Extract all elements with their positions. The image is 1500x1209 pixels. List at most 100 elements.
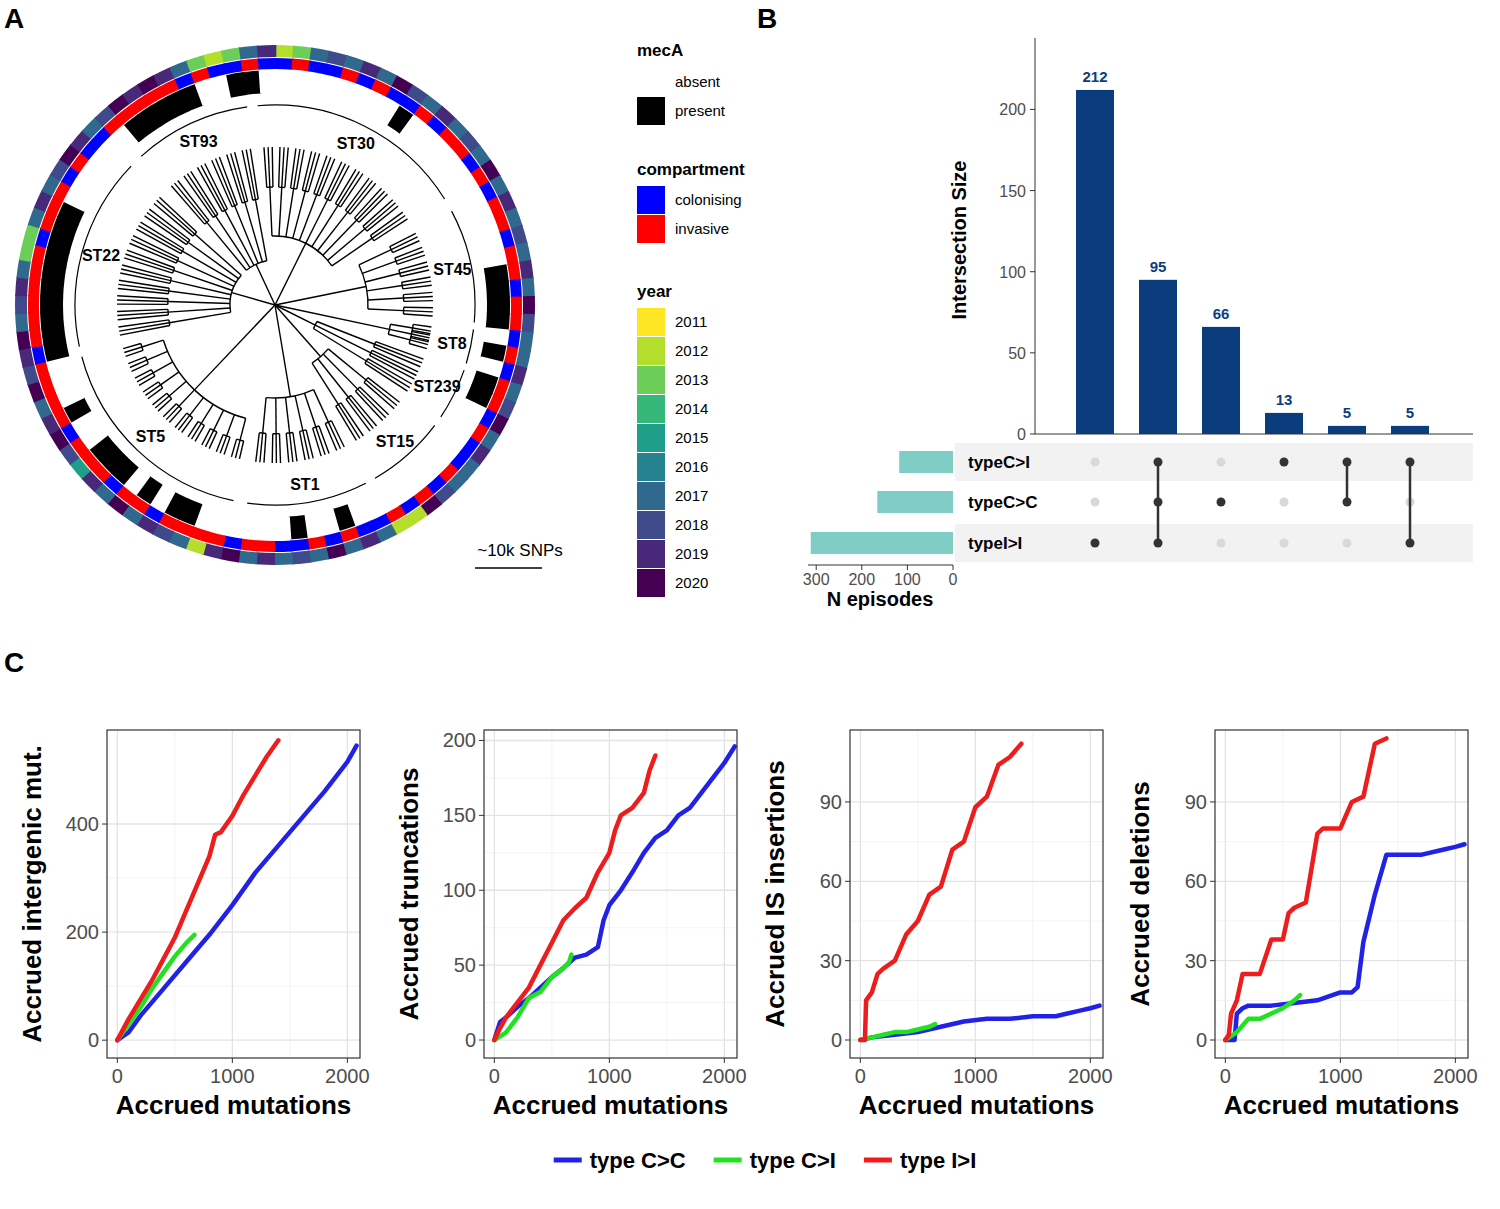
- tip: [153, 393, 167, 405]
- branch: [168, 308, 230, 312]
- tip: [117, 300, 168, 302]
- tip: [231, 153, 245, 202]
- clade-label: ST1: [290, 476, 319, 493]
- tip: [300, 431, 306, 460]
- set-bar: [811, 532, 953, 554]
- ring-segment: [19, 347, 35, 368]
- tip: [272, 434, 274, 463]
- tip: [239, 441, 243, 459]
- set-tick-label: 0: [949, 571, 958, 588]
- tip: [117, 303, 168, 305]
- bars: [1076, 90, 1429, 434]
- legend-swatch: [637, 540, 665, 568]
- y-tick-label: 90: [1185, 791, 1207, 813]
- tip: [297, 150, 304, 189]
- tree-panel: [15, 45, 535, 565]
- y-tick-label: 100: [443, 879, 476, 901]
- y-tick-label: 150: [999, 183, 1026, 200]
- tip: [175, 413, 187, 427]
- bar: [1139, 280, 1177, 434]
- tip: [314, 156, 327, 194]
- series-line: [860, 1024, 935, 1040]
- branch: [275, 398, 277, 434]
- series-line: [860, 1006, 1099, 1040]
- plot-background: [1215, 730, 1468, 1058]
- ring-segment: [516, 242, 532, 263]
- matrix-dot-empty: [1280, 498, 1289, 507]
- legend: type C>Ctype C>Itype I>I: [554, 1148, 977, 1173]
- ring-segment: [221, 47, 242, 62]
- ring-segment: [16, 330, 30, 351]
- clade-label: ST239: [413, 378, 460, 395]
- branch: [362, 261, 396, 273]
- set-label: typeC>C: [968, 493, 1037, 512]
- x-tick-label: 2000: [1433, 1065, 1478, 1087]
- branch: [240, 418, 246, 440]
- y-tick: [102, 1040, 107, 1041]
- branch: [153, 362, 173, 373]
- panel-letter: B: [757, 3, 777, 34]
- tip: [348, 397, 373, 428]
- legend-label: 2011: [675, 313, 707, 330]
- matrix-dot: [1154, 458, 1163, 467]
- tip: [279, 147, 280, 187]
- tip: [216, 435, 223, 452]
- x-axis-label: N episodes: [827, 588, 934, 610]
- y-tick: [845, 960, 850, 961]
- clade-arc: [82, 357, 234, 501]
- y-tick: [479, 740, 484, 741]
- ring-segment: [28, 312, 40, 331]
- branch: [270, 187, 272, 236]
- branch: [388, 334, 410, 340]
- branch: [367, 286, 402, 291]
- legend-label: absent: [675, 73, 721, 90]
- bar: [1265, 413, 1303, 434]
- series-line: [117, 746, 356, 1040]
- ring-segment: [224, 60, 244, 74]
- clade-label: ST30: [337, 135, 375, 152]
- legend-label: 2012: [675, 342, 708, 359]
- y-tick-label: 0: [831, 1029, 842, 1051]
- grid-line: [494, 730, 495, 1058]
- tip: [411, 336, 429, 340]
- tip: [178, 180, 209, 220]
- ring-segment: [15, 276, 28, 296]
- grid-line: [609, 730, 610, 1058]
- matrix-dot-empty: [1091, 498, 1100, 507]
- matrix-dot-empty: [1280, 539, 1289, 548]
- ring-segment: [256, 552, 275, 565]
- set-tick-label: 200: [848, 571, 875, 588]
- ring-segment: [523, 296, 535, 316]
- set-tick: [953, 565, 954, 570]
- branch: [182, 251, 236, 282]
- minor-grid: [174, 730, 175, 1058]
- tip: [132, 364, 149, 372]
- ring-segment: [16, 259, 31, 280]
- branch: [201, 404, 213, 423]
- x-tick-label: 1000: [587, 1065, 632, 1087]
- tip: [250, 149, 258, 199]
- plot-frame: [850, 730, 1103, 1058]
- tip: [285, 148, 288, 188]
- grid-line: [107, 931, 360, 932]
- branch: [295, 396, 303, 431]
- y-axis: [1035, 38, 1036, 434]
- minor-grid: [107, 878, 360, 879]
- x-tick: [975, 1058, 976, 1063]
- branch: [256, 264, 275, 305]
- scale-bar-label: ~10k SNPs: [477, 541, 563, 560]
- ring-segment: [487, 297, 510, 315]
- ring-segment: [258, 58, 277, 70]
- bar: [1202, 327, 1240, 434]
- y-tick-label: 60: [1185, 870, 1207, 892]
- branch: [275, 243, 306, 305]
- tip: [375, 344, 422, 363]
- y-tick: [479, 1040, 484, 1041]
- grid-line: [850, 1039, 1103, 1040]
- ring-segment: [510, 279, 522, 298]
- tip: [117, 309, 168, 311]
- series-line: [494, 955, 571, 1040]
- set-tick: [861, 565, 862, 570]
- ring-segment: [256, 540, 275, 552]
- clade-label: ST5: [136, 428, 165, 445]
